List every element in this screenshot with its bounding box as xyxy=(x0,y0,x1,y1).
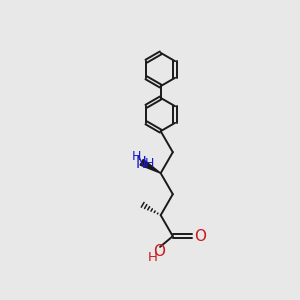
Text: N: N xyxy=(135,156,146,171)
Text: H: H xyxy=(145,157,154,169)
Text: H: H xyxy=(148,251,158,264)
Polygon shape xyxy=(140,159,161,173)
Text: O: O xyxy=(153,244,165,259)
Text: O: O xyxy=(194,229,206,244)
Text: H: H xyxy=(132,150,141,163)
